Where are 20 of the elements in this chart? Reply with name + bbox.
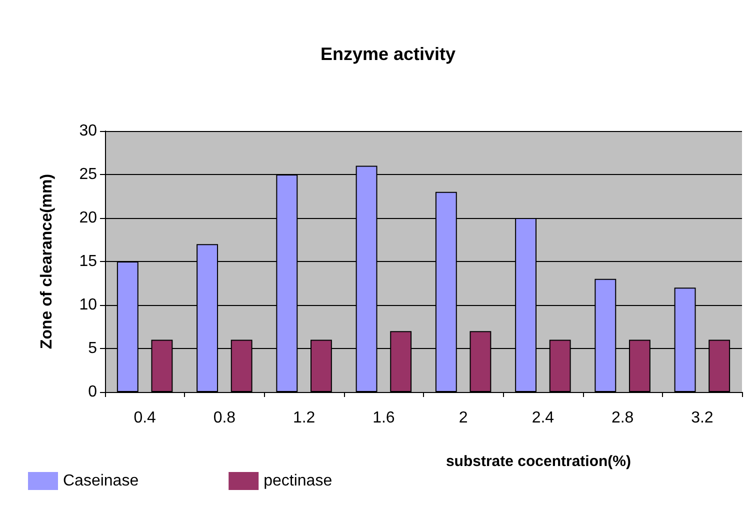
x-axis-title: substrate cocentration(%) xyxy=(446,453,632,470)
legend-label: pectinase xyxy=(264,472,332,490)
legend-label: Caseinase xyxy=(63,472,139,490)
y-axis-title: Zone of clearance(mm) xyxy=(38,174,56,350)
x-tick-label: 2 xyxy=(458,410,468,426)
y-tick-label: 25 xyxy=(79,166,98,183)
y-tick-label: 15 xyxy=(79,253,98,270)
x-tick-label: 3.2 xyxy=(691,410,714,426)
x-tick-label: 0.8 xyxy=(213,410,236,426)
chart-title: Enzyme activity xyxy=(320,44,456,64)
x-tick-label: 0.4 xyxy=(134,410,156,426)
x-tick-label: 1.6 xyxy=(372,410,395,426)
y-tick-label: 10 xyxy=(79,296,98,314)
x-tick-label: 1.2 xyxy=(292,410,316,426)
x-tick-label: 2.4 xyxy=(532,410,554,426)
y-tick-label: 5 xyxy=(88,340,98,357)
y-tick-label: 20 xyxy=(79,210,98,226)
y-tick-label: 30 xyxy=(79,122,98,140)
y-tick-label: 0 xyxy=(88,384,98,400)
x-tick-label: 2.8 xyxy=(611,410,634,426)
